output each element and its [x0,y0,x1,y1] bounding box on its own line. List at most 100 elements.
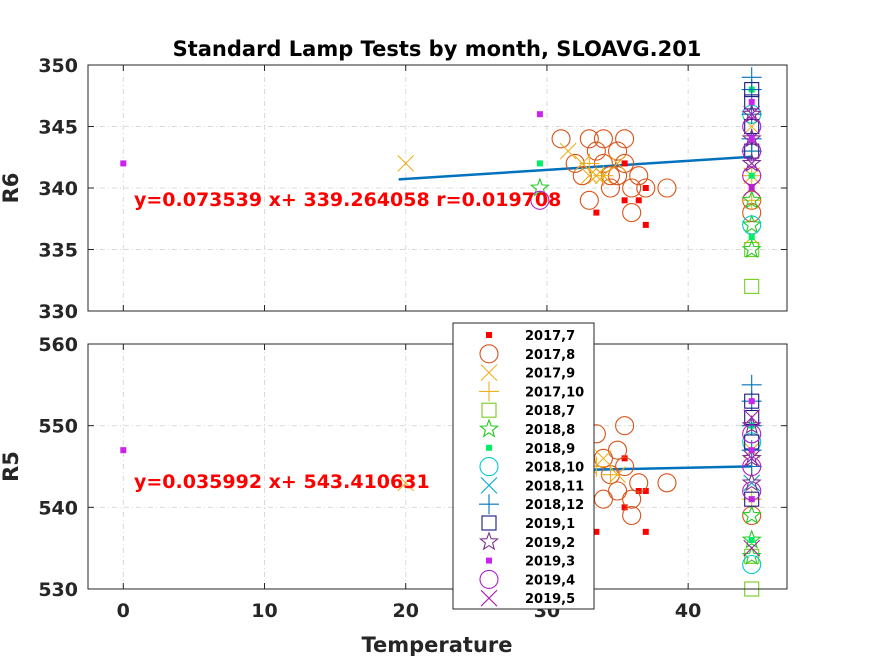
data-point [741,415,762,436]
data-point [615,129,635,149]
data-point [743,409,761,426]
data-point [622,489,642,509]
data-point [579,190,599,210]
data-point [748,135,755,142]
data-point [593,129,613,149]
series-2017-7 [593,160,649,228]
data-point [744,82,760,98]
legend-marker [479,344,499,364]
data-point [742,215,762,235]
data-point [743,539,761,557]
data-point [741,472,762,492]
data-point [741,447,762,467]
data-point [615,153,635,173]
data-point [748,234,755,241]
data-point [742,166,762,186]
legend-entry: 2018,10 [479,457,584,477]
legend-entry: 2017,7 [486,329,575,344]
legend-entry: 2017,9 [480,364,575,382]
data-point [642,221,649,228]
data-point [622,505,642,526]
data-point [642,488,649,494]
data-point [741,238,762,259]
legend-label: 2019,5 [525,592,575,607]
data-point [744,278,760,294]
data-point [530,190,550,210]
series-2019-3 [120,398,755,503]
data-point [742,456,762,477]
legend-box [452,322,595,610]
data-point [593,528,600,535]
data-point [607,481,628,501]
data-point [615,456,635,477]
legend-entry: 2019,1 [481,515,575,532]
data-point [580,167,598,185]
data-point [635,488,642,494]
plot-area [88,344,787,589]
data-point [636,178,656,198]
legend-entry: 2018,12 [479,494,584,515]
y-tick-label: 330 [38,301,78,323]
x-tick-label: 10 [251,600,277,622]
legend-entry: 2019,2 [478,531,575,551]
data-point [622,178,642,198]
y-tick-label: 560 [38,334,78,356]
data-point [744,491,760,507]
data-point [621,455,628,462]
data-point [743,449,761,467]
data-point [742,141,762,161]
legend-entry: 2019,4 [479,569,575,589]
legend-marker [480,589,498,607]
data-point [629,473,649,493]
data-point [744,548,760,564]
data-point [397,155,415,172]
legend-marker [478,531,500,551]
data-point [600,178,621,198]
data-point [744,143,760,159]
data-point [621,197,628,204]
data-point [744,118,760,135]
data-point [748,496,755,503]
x-tick-label: 0 [117,600,130,622]
fit-equation: y=0.073539 x+ 339.264058 r=0.019708 [134,189,561,211]
legend-label: 2018,12 [525,498,584,513]
legend-label: 2018,7 [525,404,575,419]
legend-marker [480,477,498,494]
data-point [586,141,606,161]
data-point [741,189,762,209]
y-tick-label: 345 [38,117,78,139]
data-point [635,197,642,204]
legend-marker [478,418,500,438]
data-point [621,160,628,167]
series-2018-7 [744,241,760,294]
legend-label: 2019,1 [525,517,575,532]
data-point [120,447,127,454]
data-point [741,504,762,525]
legend-label: 2017,9 [525,367,575,382]
legend-label: 2018,11 [525,479,584,494]
legend-marker [479,457,499,477]
chart-title: Standard Lamp Tests by month, SLOAVG.201 [173,37,702,61]
data-point [622,203,642,223]
data-point [609,155,626,172]
legend-label: 2019,4 [525,573,575,588]
series-2019-5 [743,409,761,557]
legend-marker [486,332,492,338]
legend-entry: 2018,9 [486,442,575,457]
legend-entry: 2018,11 [480,477,584,494]
y-tick-label: 530 [38,579,78,601]
data-point [741,214,762,234]
series-2019-4 [742,424,762,501]
legend-entry: 2018,8 [478,418,575,438]
legend-label: 2018,8 [525,423,575,438]
x-tick-label: 20 [393,600,419,622]
data-point [579,129,599,149]
data-point [742,481,762,501]
data-point [744,393,760,409]
data-point [748,537,755,543]
legend-entry: 2017,8 [479,344,575,364]
legend-marker [481,402,497,418]
data-point [621,504,628,511]
x-tick-label: 40 [675,600,701,622]
data-point [551,129,571,149]
